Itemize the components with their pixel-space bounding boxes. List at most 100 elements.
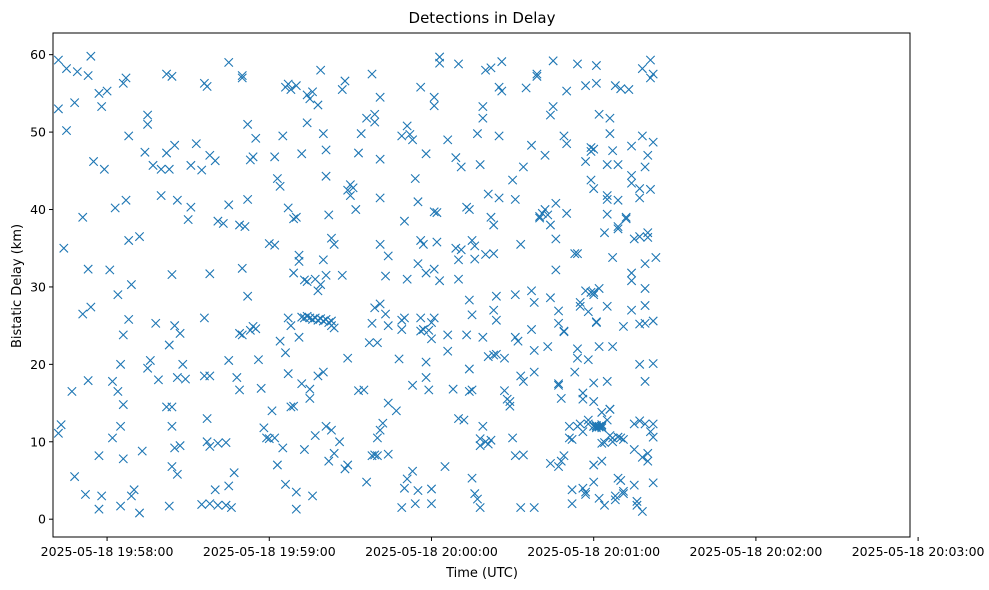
data-point: [608, 252, 618, 263]
data-point: [164, 501, 174, 511]
data-point: [605, 129, 615, 139]
data-point: [578, 394, 588, 404]
data-point: [491, 315, 501, 325]
data-point: [397, 131, 407, 141]
data-point: [397, 324, 407, 335]
data-point: [167, 461, 177, 472]
data-point: [643, 448, 653, 458]
data-point: [640, 318, 650, 328]
data-point: [532, 71, 542, 81]
data-point: [453, 59, 464, 69]
data-point: [605, 404, 615, 414]
data-point: [510, 332, 520, 342]
data-point: [53, 104, 63, 114]
data-point: [372, 451, 383, 461]
data-point: [429, 101, 439, 111]
data-point: [610, 495, 620, 505]
data-point: [286, 321, 296, 331]
data-point: [70, 472, 80, 482]
data-point: [70, 98, 80, 108]
y-tick-label: 30: [30, 279, 46, 294]
data-point: [645, 73, 656, 83]
data-point: [375, 193, 385, 203]
data-point: [613, 221, 623, 232]
x-tick-label: 2025-05-18 19:59:00: [203, 544, 336, 559]
data-point: [553, 306, 564, 316]
data-point: [197, 499, 207, 510]
data-point: [545, 458, 556, 469]
data-point: [175, 441, 185, 451]
y-axis-label: Bistatic Delay (km): [10, 224, 25, 348]
data-point: [383, 449, 393, 459]
data-point: [526, 286, 537, 296]
data-point: [283, 313, 293, 323]
data-point: [602, 190, 612, 201]
data-point: [280, 348, 291, 358]
data-point: [143, 110, 153, 120]
data-point: [478, 421, 488, 431]
y-tick-label: 40: [30, 202, 46, 217]
data-point: [402, 121, 412, 131]
data-point: [618, 486, 629, 496]
data-point: [505, 401, 515, 411]
data-point: [59, 243, 69, 253]
data-point: [583, 307, 593, 317]
data-point: [648, 478, 658, 488]
data-point: [221, 437, 231, 448]
data-point: [53, 428, 63, 438]
data-point: [375, 154, 385, 164]
data-point: [648, 432, 658, 442]
data-point: [353, 148, 364, 158]
data-point: [521, 83, 531, 93]
data-point: [608, 341, 618, 352]
data-point: [291, 212, 301, 222]
data-point: [480, 249, 491, 260]
data-point: [164, 340, 174, 350]
data-point: [270, 433, 280, 443]
data-point: [616, 84, 626, 94]
data-point: [259, 423, 269, 433]
data-point: [343, 460, 353, 470]
data-point: [294, 256, 304, 266]
data-point: [375, 299, 385, 309]
data-point: [640, 300, 650, 311]
data-point: [56, 420, 66, 430]
data-point: [80, 489, 91, 500]
data-point: [115, 501, 126, 511]
data-point: [545, 293, 556, 303]
data-point: [324, 456, 334, 466]
data-point: [435, 58, 445, 68]
data-point: [548, 56, 558, 66]
data-point: [605, 113, 615, 123]
data-point: [110, 203, 120, 213]
data-point: [635, 232, 645, 242]
data-point: [210, 156, 220, 166]
data-point: [613, 432, 623, 442]
data-point: [429, 264, 439, 274]
data-point: [572, 249, 583, 259]
data-point: [61, 125, 72, 136]
data-point: [94, 88, 104, 98]
data-point: [618, 321, 629, 332]
data-point: [370, 303, 380, 313]
data-point: [516, 502, 526, 513]
data-point: [251, 133, 261, 143]
data-point: [602, 415, 612, 425]
data-point: [508, 175, 518, 185]
data-point: [402, 274, 412, 284]
data-point: [107, 376, 118, 386]
data-point: [224, 481, 234, 491]
data-point: [608, 146, 618, 156]
data-point: [170, 443, 180, 453]
data-point: [291, 81, 301, 91]
data-point: [372, 338, 383, 348]
data-point: [537, 208, 547, 218]
data-point: [475, 434, 485, 444]
data-point: [578, 427, 588, 437]
data-point: [497, 86, 507, 96]
data-point: [635, 416, 645, 426]
data-point: [318, 255, 328, 265]
data-point: [251, 324, 261, 334]
data-point: [370, 450, 380, 460]
